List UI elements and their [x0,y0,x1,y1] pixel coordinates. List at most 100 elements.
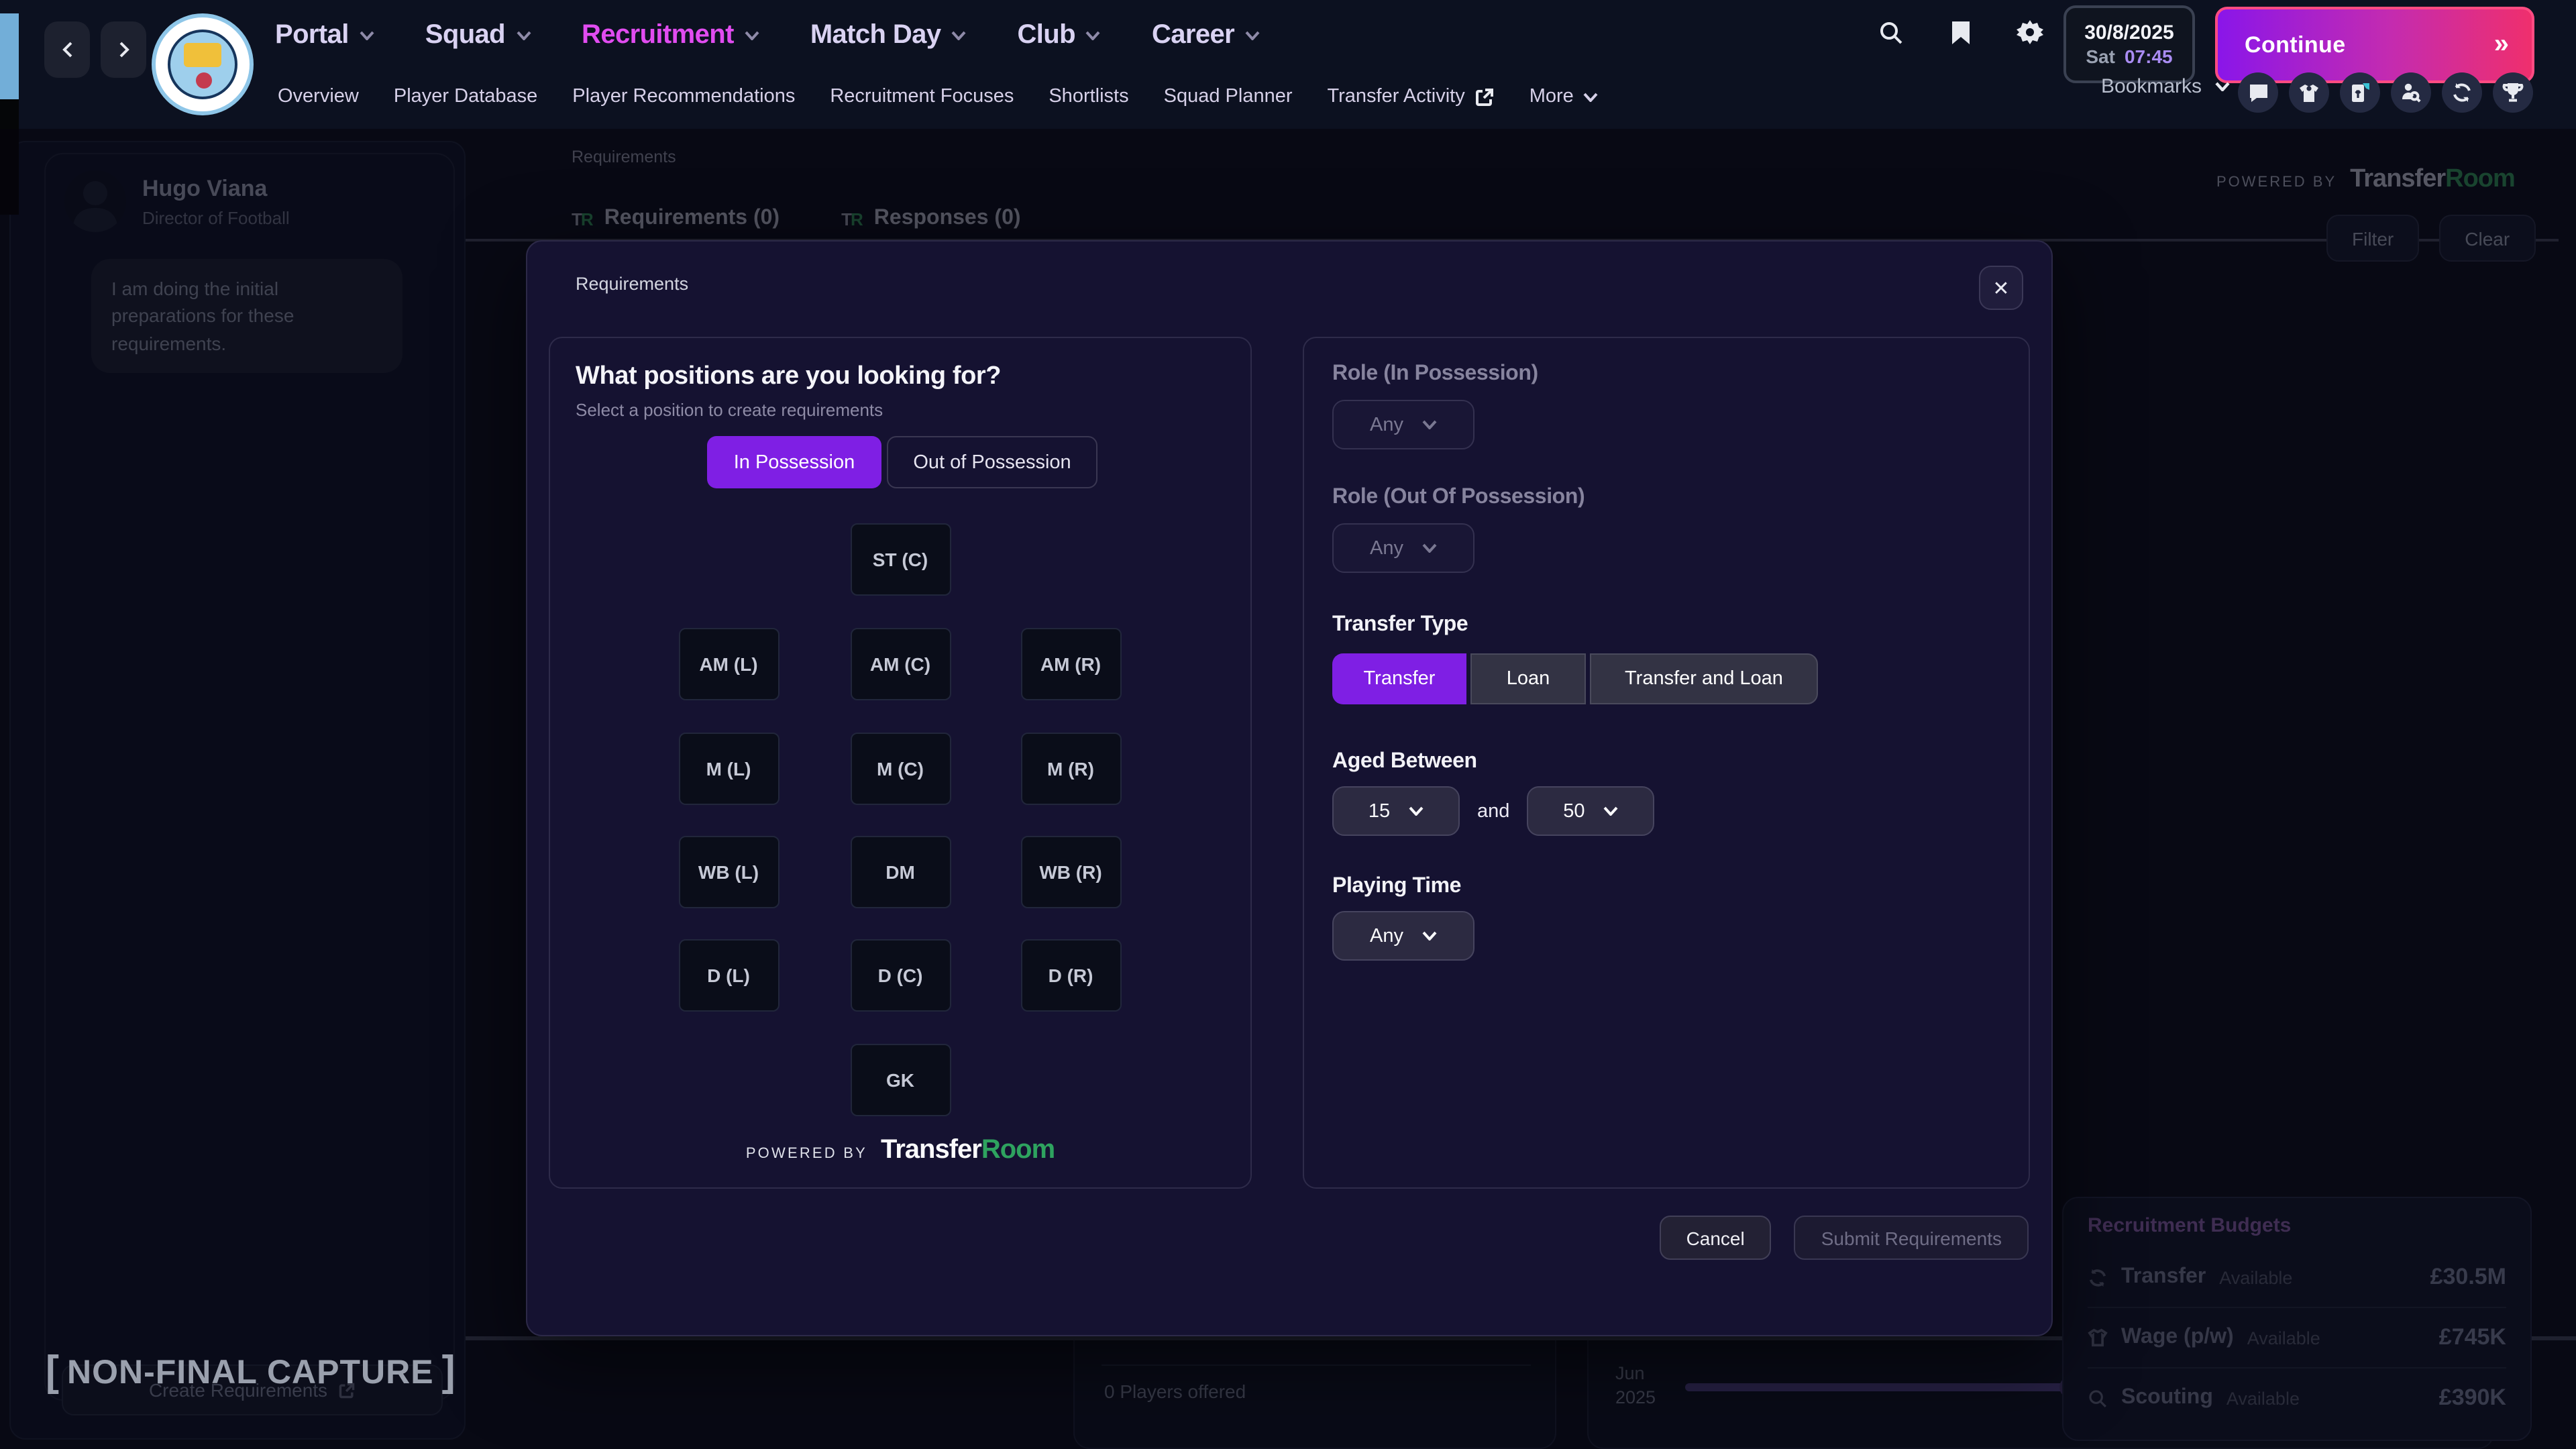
age-min-dropdown[interactable]: 15 [1332,786,1460,836]
history-forward-button[interactable] [101,21,146,78]
chevron-down-icon [1086,30,1101,40]
transfer-and-loan-option[interactable]: Transfer and Loan [1590,653,1818,704]
subnav-overview[interactable]: Overview [278,86,359,107]
submit-requirements-button[interactable]: Submit Requirements [1794,1216,2029,1260]
position-m-r[interactable]: M (R) [1020,733,1121,805]
out-of-possession-button[interactable]: Out of Possession [887,436,1097,488]
nav-match-day-label: Match Day [810,19,941,49]
nav-squad[interactable]: Squad [425,19,531,50]
positions-subheading: Select a position to create requirements [576,400,883,420]
subnav-player-recommendations[interactable]: Player Recommendations [572,86,795,107]
nav-club-label: Club [1017,19,1076,49]
chevron-down-icon [745,30,759,40]
quick-icons [2238,72,2533,113]
inbox-message-icon[interactable] [2238,72,2278,113]
position-am-l[interactable]: AM (L) [678,628,779,700]
nav-match-day[interactable]: Match Day [810,19,967,50]
window-edge-accent [0,13,19,99]
position-d-c[interactable]: D (C) [850,939,951,1012]
requirements-modal: Requirements ✕ What positions are you lo… [526,240,2053,1336]
loan-option[interactable]: Loan [1470,653,1586,704]
subnav-overview-label: Overview [278,86,359,107]
dropdown-value: 15 [1368,800,1391,822]
bookmarks-dropdown[interactable]: Bookmarks [2101,75,2230,98]
subnav-shortlists-label: Shortlists [1049,86,1129,107]
continue-arrow-icon: » [2493,30,2509,59]
position-am-r[interactable]: AM (R) [1020,628,1121,700]
nav-squad-label: Squad [425,19,506,49]
shirt-squad-icon[interactable] [2289,72,2329,113]
subnav-player-database[interactable]: Player Database [394,86,537,107]
transfer-type-segmented: Transfer Loan Transfer and Loan [1332,653,2000,704]
scouting-search-icon[interactable] [2391,72,2431,113]
header-icons [1872,13,2049,51]
aged-between-row: 15 and 50 [1332,786,2000,836]
subnav-squad-planner[interactable]: Squad Planner [1164,86,1293,107]
position-dm[interactable]: DM [850,836,951,908]
transfer-type-label: Transfer Type [1332,613,1468,636]
search-icon[interactable] [1872,13,1909,51]
position-am-c[interactable]: AM (C) [850,628,951,700]
transfer-card-icon[interactable] [2340,72,2380,113]
position-m-c[interactable]: M (C) [850,733,951,805]
position-gk[interactable]: GK [850,1044,951,1116]
badge-ship [184,43,221,67]
gear-icon[interactable] [2011,13,2049,51]
chevron-down-icon [1422,543,1437,553]
watermark-bracket: ] [441,1348,455,1395]
subnav-more-label: More [1529,86,1574,107]
club-badge-art [168,30,237,99]
chevron-down-icon [516,30,531,40]
age-max-dropdown[interactable]: 50 [1527,786,1655,836]
position-wb-r[interactable]: WB (R) [1020,836,1121,908]
history-back-button[interactable] [44,21,90,78]
non-final-capture-watermark: [ NON-FINAL CAPTURE ] [46,1348,455,1395]
position-m-l[interactable]: M (L) [678,733,779,805]
subnav-shortlists[interactable]: Shortlists [1049,86,1128,107]
nav-club[interactable]: Club [1018,19,1101,50]
nav-career[interactable]: Career [1152,19,1260,50]
dropdown-value: Any [1370,925,1403,947]
nav-portal[interactable]: Portal [275,19,374,50]
brand-room: Room [981,1135,1055,1165]
time-text: 07:45 [2124,45,2173,67]
position-d-r[interactable]: D (R) [1020,939,1121,1012]
continue-button[interactable]: Continue » [2215,7,2534,83]
chevron-down-icon [360,30,374,40]
watermark-bracket: [ [46,1348,59,1395]
date-text: 30/8/2025 [2084,21,2174,45]
subnav-squad-planner-label: Squad Planner [1163,86,1293,107]
aged-conjunction: and [1477,800,1510,822]
trophy-icon[interactable] [2493,72,2533,113]
chevron-down-icon [1583,92,1598,101]
close-button[interactable]: ✕ [1979,266,2023,310]
playing-time-dropdown[interactable]: Any [1332,911,1474,961]
close-icon: ✕ [1992,277,2010,300]
game-date-button[interactable]: 30/8/2025 Sat 07:45 [2063,5,2195,83]
in-possession-button[interactable]: In Possession [707,436,881,488]
modal-title: Requirements [576,274,689,294]
transfer-option[interactable]: Transfer [1332,653,1466,704]
position-st-c[interactable]: ST (C) [850,523,951,596]
club-badge[interactable] [152,13,254,115]
brand-transfer: Transfer [880,1135,982,1165]
nav-recruitment[interactable]: Recruitment [582,19,759,50]
position-d-l[interactable]: D (L) [678,939,779,1012]
subnav-more[interactable]: More [1529,86,1598,107]
chevron-down-icon [2215,82,2230,91]
role-in-possession-dropdown[interactable]: Any [1332,400,1474,449]
position-wb-l[interactable]: WB (L) [678,836,779,908]
continue-label: Continue [2245,32,2346,57]
possession-toggle: In Possession Out of Possession [707,436,1097,488]
subnav-transfer-activity[interactable]: Transfer Activity [1328,86,1495,107]
sync-icon[interactable] [2442,72,2482,113]
role-out-possession-dropdown[interactable]: Any [1332,523,1474,573]
main-nav: Portal Squad Recruitment Match Day Club … [275,0,1260,70]
chevron-down-icon [1604,806,1619,816]
subnav-recruitment-focuses[interactable]: Recruitment Focuses [830,86,1014,107]
cancel-button[interactable]: Cancel [1659,1216,1772,1260]
dropdown-value: 50 [1563,800,1585,822]
bookmark-icon[interactable] [1941,13,1979,51]
subnav-transfer-activity-label: Transfer Activity [1327,86,1465,107]
